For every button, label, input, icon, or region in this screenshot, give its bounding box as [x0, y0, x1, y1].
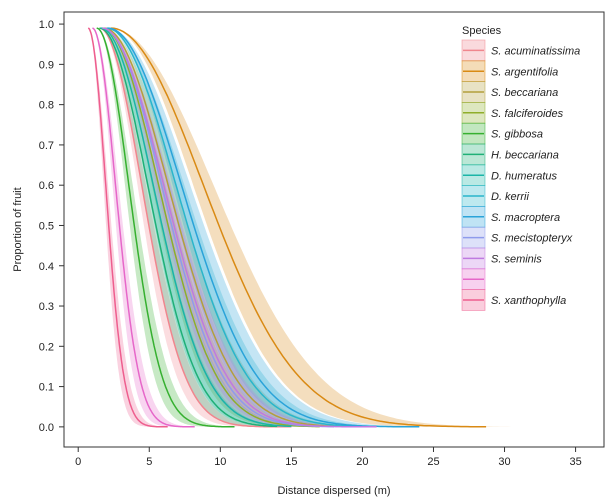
x-tick-label: 20 — [356, 456, 368, 468]
y-axis-ticks: 0.0 0.1 0.2 0.3 0.4 0.5 0.6 0.7 0.8 0.9 1.0 — [39, 19, 64, 434]
y-tick-label: 0.4 — [39, 261, 54, 273]
x-tick-label: 30 — [498, 456, 510, 468]
legend-entry: S. falciferoides — [491, 108, 564, 120]
legend-entry: S. gibbosa — [491, 129, 543, 141]
legend-entry: S. acuminatissima — [491, 46, 580, 58]
y-tick-label: 1.0 — [39, 19, 54, 31]
legend-entry: D. humeratus — [491, 170, 558, 182]
series-line — [102, 27, 335, 428]
x-tick-label: 0 — [75, 456, 81, 468]
series-line — [106, 27, 363, 428]
x-tick-label: 25 — [427, 456, 439, 468]
legend-entry: H. beccariana — [491, 150, 559, 162]
y-tick-label: 0.5 — [39, 220, 54, 232]
legend-entry: S. beccariana — [491, 87, 558, 99]
series-line — [99, 27, 278, 428]
series-line — [100, 27, 292, 428]
y-tick-label: 0.6 — [39, 180, 54, 192]
series-lines — [87, 27, 487, 428]
legend-title: Species — [462, 25, 502, 37]
series-band — [108, 28, 469, 427]
y-tick-label: 0.0 — [39, 422, 54, 434]
series-line — [96, 27, 235, 428]
legend-entry: S. macroptera — [491, 212, 560, 224]
x-axis-label: Distance dispersed (m) — [277, 485, 390, 497]
series-band — [92, 28, 213, 427]
y-axis-label: Proportion of fruit — [12, 187, 24, 271]
legend-entry: S. seminis — [491, 254, 542, 266]
y-tick-label: 0.7 — [39, 140, 54, 152]
legend-entry: S. xanthophylla — [491, 295, 566, 307]
y-tick-label: 0.8 — [39, 100, 54, 112]
y-tick-label: 0.3 — [39, 301, 54, 313]
x-axis-ticks: 0 5 10 15 20 25 30 35 — [75, 447, 582, 468]
series-band — [100, 28, 323, 427]
x-tick-label: 35 — [569, 456, 581, 468]
series-line — [92, 27, 195, 428]
series-line — [87, 27, 168, 428]
y-tick-label: 0.1 — [39, 382, 54, 394]
y-tick-label: 0.2 — [39, 341, 54, 353]
series-line — [102, 27, 320, 428]
series-line — [99, 27, 292, 428]
series-band — [96, 28, 257, 427]
y-tick-label: 0.9 — [39, 59, 54, 71]
plot-frame — [63, 11, 605, 448]
legend-entry: D. kerrii — [491, 191, 529, 203]
series-line — [103, 27, 335, 427]
series-line — [110, 27, 487, 428]
series-line — [102, 27, 377, 428]
series-band — [88, 28, 182, 427]
x-tick-label: 5 — [146, 456, 152, 468]
legend: Species S. acuminatissima S. argentifolia… — [461, 25, 580, 311]
x-tick-label: 10 — [214, 456, 226, 468]
series-band — [99, 28, 306, 427]
series-band — [106, 28, 404, 427]
legend-entry: S. argentifolia — [491, 66, 558, 78]
legend-entry: S. mecistopteryx — [491, 233, 573, 245]
x-tick-label: 15 — [285, 456, 297, 468]
